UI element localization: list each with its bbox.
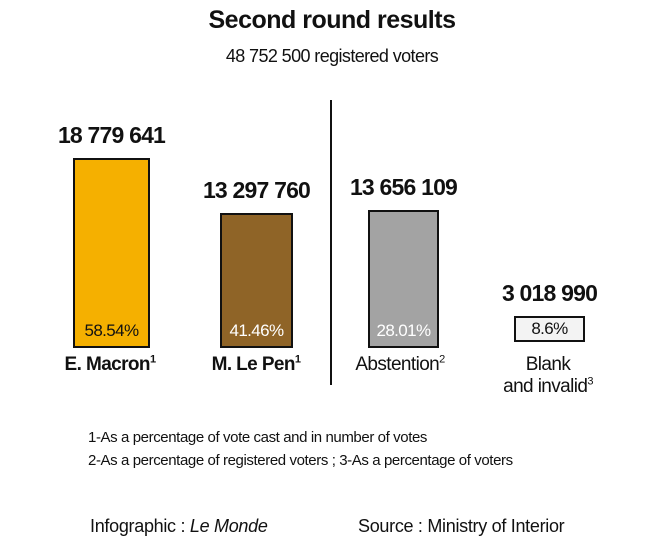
bar-lepen xyxy=(220,213,293,348)
footnote-2: 2-As a percentage of registered voters ;… xyxy=(88,452,513,469)
infographic-credit-label: Infographic : xyxy=(90,516,190,536)
infographic-credit-source: Le Monde xyxy=(189,516,268,536)
percent-label-macron: 58.54% xyxy=(84,321,139,340)
bar-macron xyxy=(73,158,150,348)
divider-line xyxy=(330,100,332,385)
category-label-lepen-text: M. Le Pen xyxy=(211,354,296,375)
footnote-1: 1-As a percentage of vote cast and in nu… xyxy=(88,429,428,446)
category-label-macron-text: E. Macron xyxy=(64,354,151,375)
value-label-abstention: 13 656 109 xyxy=(349,174,458,200)
value-label-blank: 3 018 990 xyxy=(501,280,598,306)
percent-label-abstention: 28.01% xyxy=(376,321,431,340)
chart-subtitle: 48 752 500 registered voters xyxy=(225,46,439,66)
source-credit: Source : Ministry of Interior xyxy=(358,516,565,536)
percent-label-lepen: 41.46% xyxy=(229,321,284,340)
footnote-mark-macron: 1 xyxy=(149,353,156,366)
bar-abstention xyxy=(368,210,439,348)
category-label-blank: Blank and invalid3 xyxy=(503,354,593,398)
category-label-blank-line1: Blank xyxy=(525,354,571,375)
category-label-abstention-text: Abstention xyxy=(355,354,440,375)
category-label-abstention: Abstention2 xyxy=(355,353,445,376)
bar-blank: 8.6% xyxy=(514,316,585,342)
footnote-mark-lepen: 1 xyxy=(294,353,301,366)
value-label-lepen: 13 297 760 xyxy=(202,177,311,203)
footnote-mark-abstention: 2 xyxy=(439,353,445,366)
footnote-mark-blank: 3 xyxy=(587,375,593,388)
category-label-macron: E. Macron1 xyxy=(65,354,156,376)
value-label-macron: 18 779 641 xyxy=(57,122,166,148)
chart-title: Second round results xyxy=(208,6,456,34)
infographic-credit: Infographic : Le Monde xyxy=(90,516,268,537)
category-label-lepen: M. Le Pen1 xyxy=(212,354,301,376)
category-label-blank-line2: and invalid xyxy=(503,376,588,397)
